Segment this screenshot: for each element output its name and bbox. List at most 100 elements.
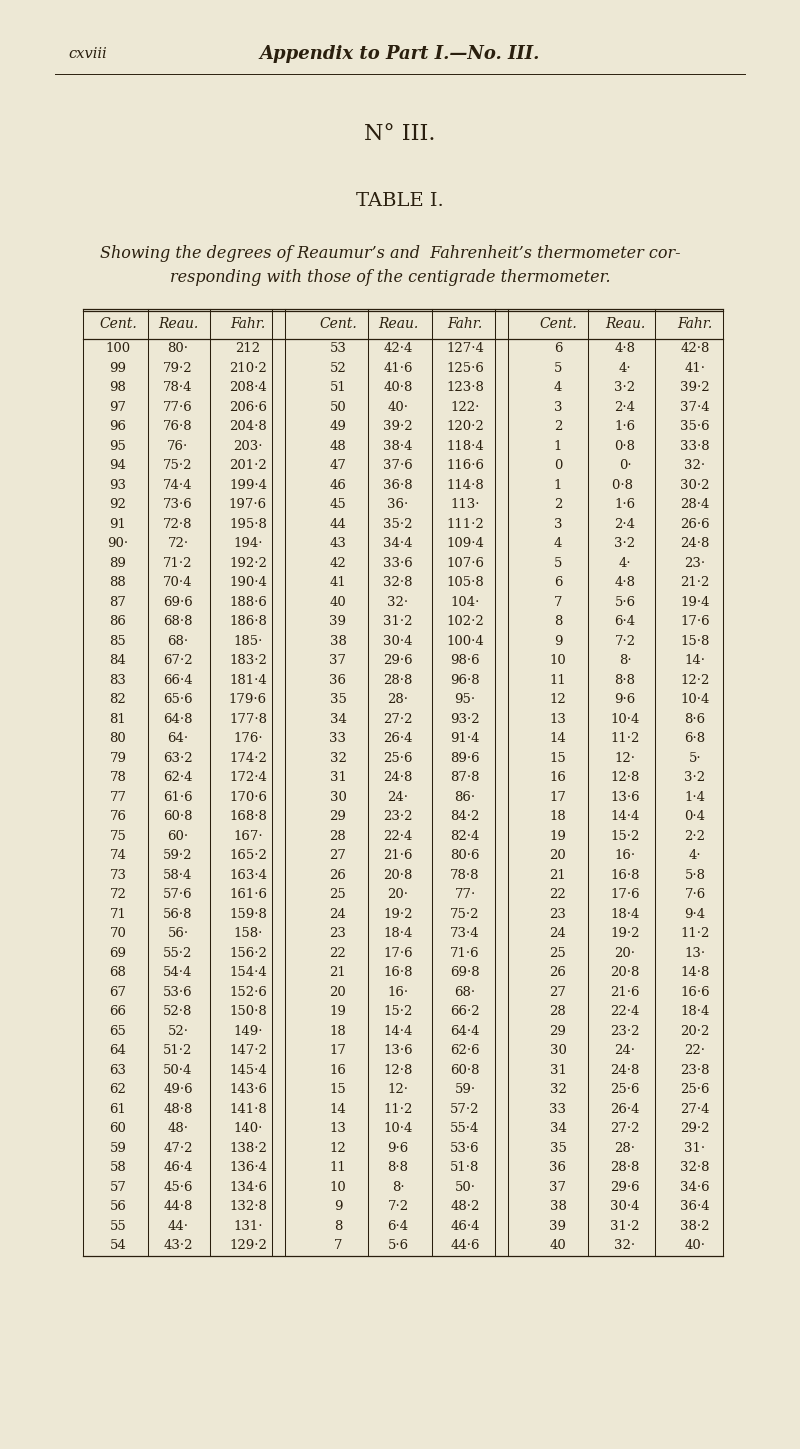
Text: 30·2: 30·2 [680,478,710,491]
Text: 14·: 14· [685,655,706,667]
Text: 33: 33 [550,1103,566,1116]
Text: 32: 32 [550,1084,566,1097]
Text: 58: 58 [110,1161,126,1174]
Text: 40·: 40· [387,401,409,414]
Text: 80: 80 [110,732,126,745]
Text: 31·2: 31·2 [610,1220,640,1233]
Text: 141·8: 141·8 [229,1103,267,1116]
Text: 129·2: 129·2 [229,1239,267,1252]
Text: 13·: 13· [685,946,706,959]
Text: Cent.: Cent. [99,317,137,330]
Text: 24·: 24· [614,1045,635,1058]
Text: 44: 44 [330,517,346,530]
Text: 111·2: 111·2 [446,517,484,530]
Text: 10·4: 10·4 [610,713,640,726]
Text: 25·6: 25·6 [610,1084,640,1097]
Text: 147·2: 147·2 [229,1045,267,1058]
Text: 12·8: 12·8 [610,771,640,784]
Text: 4·: 4· [689,849,702,862]
Text: 77: 77 [110,791,126,804]
Text: 16·: 16· [614,849,635,862]
Text: 11: 11 [550,674,566,687]
Text: 10: 10 [550,655,566,667]
Text: 4·8: 4·8 [614,342,635,355]
Text: 127·4: 127·4 [446,342,484,355]
Text: 16·6: 16·6 [680,985,710,998]
Text: 31: 31 [550,1064,566,1077]
Text: 63: 63 [110,1064,126,1077]
Text: 120·2: 120·2 [446,420,484,433]
Text: 60·8: 60·8 [450,1064,480,1077]
Text: 116·6: 116·6 [446,459,484,472]
Text: 66·4: 66·4 [163,674,193,687]
Text: 38·4: 38·4 [383,439,413,452]
Text: 36·: 36· [387,498,409,511]
Text: 16: 16 [330,1064,346,1077]
Text: 51·8: 51·8 [450,1161,480,1174]
Text: 45·6: 45·6 [163,1181,193,1194]
Text: 25: 25 [330,888,346,901]
Text: 34: 34 [330,713,346,726]
Text: 22: 22 [550,888,566,901]
Text: 13·6: 13·6 [383,1045,413,1058]
Text: 64·4: 64·4 [450,1024,480,1037]
Text: 19: 19 [330,1006,346,1019]
Text: 17: 17 [550,791,566,804]
Text: 39: 39 [330,616,346,629]
Text: 5·: 5· [689,752,702,765]
Text: 24·8: 24·8 [383,771,413,784]
Text: 23·2: 23·2 [383,810,413,823]
Text: 72·: 72· [167,538,189,551]
Text: 14: 14 [330,1103,346,1116]
Text: 59·: 59· [454,1084,475,1097]
Text: 28·8: 28·8 [383,674,413,687]
Text: 73·4: 73·4 [450,927,480,940]
Text: 149·: 149· [234,1024,262,1037]
Text: 89: 89 [110,556,126,569]
Text: 29: 29 [330,810,346,823]
Text: 12·8: 12·8 [383,1064,413,1077]
Text: 34: 34 [550,1122,566,1135]
Text: 113·: 113· [450,498,480,511]
Text: 2: 2 [554,498,562,511]
Text: 177·8: 177·8 [229,713,267,726]
Text: 47·2: 47·2 [163,1142,193,1155]
Text: 156·2: 156·2 [229,946,267,959]
Text: 174·2: 174·2 [229,752,267,765]
Text: 2: 2 [554,420,562,433]
Text: 53·6: 53·6 [450,1142,480,1155]
Text: 2·4: 2·4 [614,401,635,414]
Text: 11·2: 11·2 [610,732,640,745]
Text: 39·2: 39·2 [680,381,710,394]
Text: 25·6: 25·6 [383,752,413,765]
Text: 57·2: 57·2 [450,1103,480,1116]
Text: 8·8: 8·8 [614,674,635,687]
Text: 22·4: 22·4 [383,830,413,843]
Text: 64: 64 [110,1045,126,1058]
Text: 6: 6 [554,342,562,355]
Text: 23·2: 23·2 [610,1024,640,1037]
Text: 48: 48 [330,439,346,452]
Text: 10: 10 [330,1181,346,1194]
Text: 0·8: 0·8 [612,478,638,491]
Text: 25: 25 [550,946,566,959]
Text: 63·2: 63·2 [163,752,193,765]
Text: 25·6: 25·6 [680,1084,710,1097]
Text: 67·2: 67·2 [163,655,193,667]
Text: 80·6: 80·6 [450,849,480,862]
Text: 109·4: 109·4 [446,538,484,551]
Text: 19: 19 [550,830,566,843]
Text: 188·6: 188·6 [229,596,267,609]
Text: 20·: 20· [614,946,635,959]
Text: 145·4: 145·4 [229,1064,267,1077]
Text: 18: 18 [330,1024,346,1037]
Text: 10·4: 10·4 [680,693,710,706]
Text: 4: 4 [554,381,562,394]
Text: 15: 15 [550,752,566,765]
Text: Cent.: Cent. [539,317,577,330]
Text: 38: 38 [330,635,346,648]
Text: 16·: 16· [387,985,409,998]
Text: 20·: 20· [387,888,409,901]
Text: 28·: 28· [614,1142,635,1155]
Text: 203·: 203· [234,439,262,452]
